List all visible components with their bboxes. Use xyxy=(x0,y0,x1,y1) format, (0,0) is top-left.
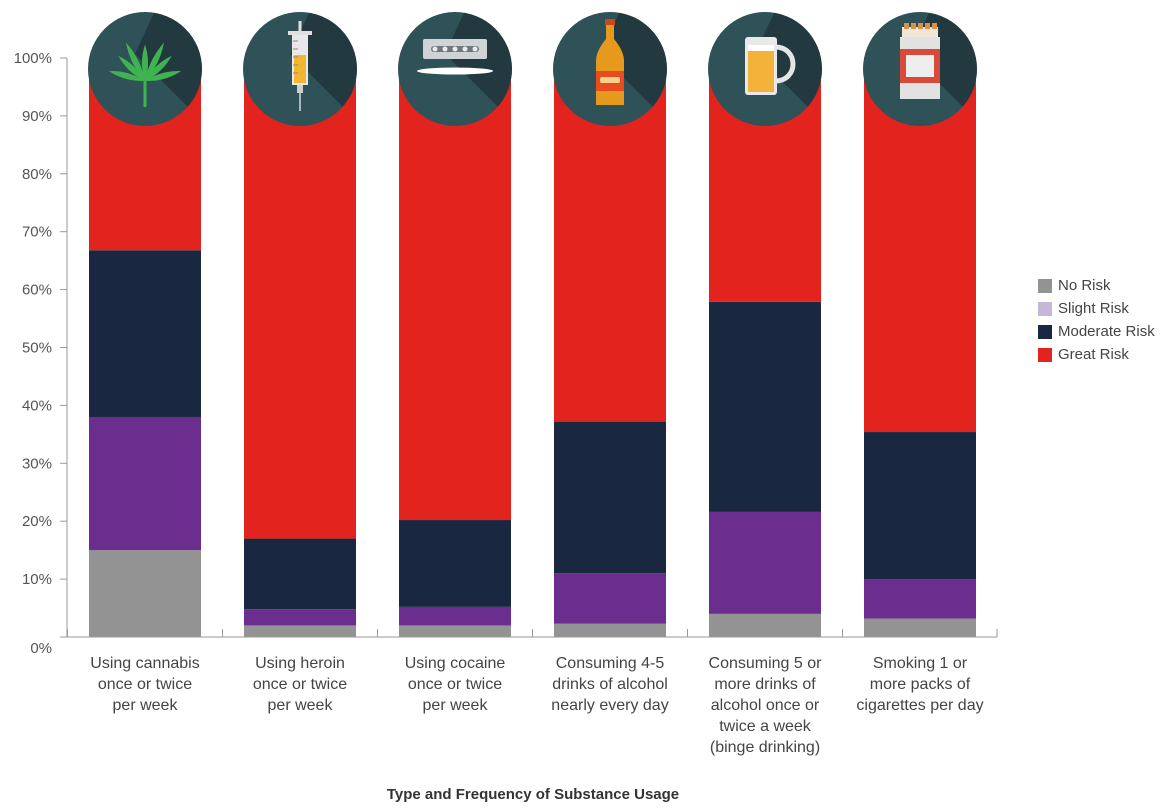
legend-swatch xyxy=(1038,301,1052,316)
bar-segment-slight-risk xyxy=(709,511,821,614)
cigarette-pack-icon xyxy=(863,12,977,126)
bars xyxy=(89,58,976,637)
y-tick-label: 50% xyxy=(22,340,52,357)
x-category-label: Smoking 1 or more packs of cigarettes per … xyxy=(856,655,983,714)
bar-segment-slight-risk xyxy=(864,579,976,619)
y-tick-label: 40% xyxy=(22,397,52,414)
razor-blade-icon xyxy=(398,12,512,126)
beer-pitcher-icon xyxy=(708,12,822,126)
y-axis: 0% 10% 20% 30% 40% 50% 60% 70% 80% 90% 100% xyxy=(14,50,68,657)
syringe-icon xyxy=(243,12,357,126)
legend-label: No Risk xyxy=(1058,277,1111,294)
bar-segment-great-risk xyxy=(399,58,511,521)
bar-segment-slight-risk xyxy=(244,609,356,626)
x-axis: Using cannabis once or twice per week Using… xyxy=(67,629,998,756)
y-tick-label: 80% xyxy=(22,166,52,183)
bar-segment-slight-risk xyxy=(399,606,511,626)
x-category-label: Using heroin once or twice per week xyxy=(253,655,347,714)
bar-segment-no-risk xyxy=(89,550,201,637)
legend-item: Great Risk xyxy=(1038,343,1155,366)
y-tick-label: 20% xyxy=(22,513,52,530)
legend-item: No Risk xyxy=(1038,274,1155,297)
bar-segment-no-risk xyxy=(244,625,356,637)
legend-swatch xyxy=(1038,347,1052,362)
category-icons xyxy=(88,12,977,126)
beer-bottle-icon xyxy=(553,12,667,126)
legend-swatch xyxy=(1038,324,1052,339)
legend-label: Great Risk xyxy=(1058,346,1129,363)
bar-segment-moderate-risk xyxy=(89,250,201,417)
y-tick-label: 0% xyxy=(30,640,52,657)
x-category-label: Consuming 5 or more drinks of alcohol once… xyxy=(709,655,823,756)
legend-swatch xyxy=(1038,278,1052,293)
x-category-label: Using cannabis once or twice per week xyxy=(90,655,199,714)
legend-item: Slight Risk xyxy=(1038,297,1155,320)
x-category-label: Consuming 4-5 drinks of alcohol nearly eve… xyxy=(551,655,668,714)
bar-segment-great-risk xyxy=(244,58,356,539)
y-tick-label: 10% xyxy=(22,571,52,588)
bar-segment-moderate-risk xyxy=(554,421,666,574)
bar-segment-no-risk xyxy=(864,618,976,637)
legend-item: Moderate Risk xyxy=(1038,320,1155,343)
y-tick-label: 70% xyxy=(22,224,52,241)
bar-segment-slight-risk xyxy=(89,416,201,551)
bar-segment-no-risk xyxy=(709,613,821,637)
cannabis-leaf-icon xyxy=(88,12,202,126)
legend-label: Slight Risk xyxy=(1058,300,1129,317)
bar-segment-slight-risk xyxy=(554,573,666,624)
y-tick-label: 100% xyxy=(14,50,52,67)
legend: No Risk Slight Risk Moderate Risk Great Ris… xyxy=(1038,274,1155,366)
x-category-label: Using cocaine once or twice per week xyxy=(405,655,506,714)
x-axis-title: Type and Frequency of Substance Usage xyxy=(387,786,679,803)
bar-segment-moderate-risk xyxy=(244,538,356,610)
bar-segment-no-risk xyxy=(399,625,511,637)
bar-segment-moderate-risk xyxy=(399,520,511,607)
bar-segment-moderate-risk xyxy=(709,301,821,512)
bar-segment-no-risk xyxy=(554,623,666,637)
legend-label: Moderate Risk xyxy=(1058,323,1155,340)
y-tick-label: 30% xyxy=(22,455,52,472)
y-tick-label: 60% xyxy=(22,282,52,299)
bar-segment-moderate-risk xyxy=(864,432,976,580)
y-tick-label: 90% xyxy=(22,108,52,125)
